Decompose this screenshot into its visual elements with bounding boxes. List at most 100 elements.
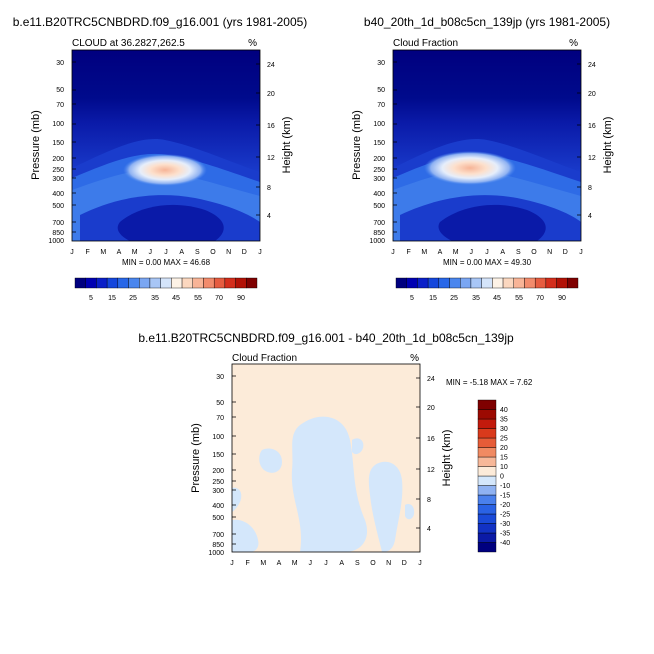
colorbar-label: 25: [450, 295, 458, 302]
y-right-tick-label: 12: [267, 155, 275, 162]
x-tick-label: D: [242, 249, 247, 256]
colorbar-swatch: [395, 277, 407, 289]
colorbar-swatch: [203, 277, 215, 289]
colorbar-label: 25: [129, 295, 137, 302]
y-tick-label: 50: [56, 87, 64, 94]
colorbar-label: 15: [500, 455, 508, 462]
panel-right-label: %: [248, 38, 257, 49]
x-tick-label: J: [258, 249, 262, 256]
colorbar-swatch: [477, 399, 497, 410]
colorbar-label: 30: [500, 426, 508, 433]
x-tick-label: M: [292, 560, 298, 567]
panel-left-label: CLOUD at 36.2827,262.5: [72, 38, 185, 49]
colorbar-swatch: [181, 277, 193, 289]
x-tick-label: M: [260, 560, 266, 567]
colorbar-swatch: [477, 409, 497, 420]
colorbar-swatch: [139, 277, 151, 289]
y-tick-label: 100: [212, 434, 224, 441]
x-tick-label: S: [195, 249, 200, 256]
x-tick-label: F: [407, 249, 411, 256]
y-tick-label: 500: [373, 203, 385, 210]
y-right-tick-label: 24: [588, 62, 596, 69]
y-tick-label: 850: [373, 230, 385, 237]
colorbar-swatch: [406, 277, 418, 289]
x-tick-label: D: [563, 249, 568, 256]
x-tick-label: J: [70, 249, 74, 256]
y-tick-label: 850: [212, 542, 224, 549]
colorbar-label: -25: [500, 512, 510, 519]
y-tick-label: 200: [52, 156, 64, 163]
colorbar-label: 20: [500, 445, 508, 452]
y-axis-right: Height (km) 24 20 16 12 8 4: [256, 62, 293, 220]
y-axis-left: Pressure (mb) 30 50 70 100 150 200 250 3…: [351, 60, 397, 245]
y-tick-label: 1000: [208, 550, 224, 557]
x-tick-label: J: [391, 249, 395, 256]
colorbar-swatch: [477, 532, 497, 543]
x-tick-label: J: [579, 249, 583, 256]
x-tick-label: N: [386, 560, 391, 567]
y-right-tick-label: 4: [267, 213, 271, 220]
x-tick-label: N: [226, 249, 231, 256]
colorbar-label: 5: [410, 295, 414, 302]
y-tick-label: 400: [52, 191, 64, 198]
colorbar-swatch: [524, 277, 536, 289]
y-tick-label: 100: [373, 121, 385, 128]
x-tick-label: J: [309, 560, 313, 567]
y-axis-left: Pressure (mb) 30 50 70 100 150 200 250 3…: [30, 60, 76, 245]
colorbar-swatch: [460, 277, 472, 289]
x-tick-label: S: [516, 249, 521, 256]
y-tick-label: 700: [373, 220, 385, 227]
colorbar-label: 90: [558, 295, 566, 302]
x-tick-label: J: [418, 560, 422, 567]
min-max-stats: MIN = 0.00 MAX = 49.30: [443, 258, 532, 267]
colorbar-swatches: [395, 277, 579, 289]
x-tick-label: J: [230, 560, 234, 567]
colorbar-label: 10: [500, 464, 508, 471]
colorbar-swatch: [477, 523, 497, 534]
y-tick-label: 200: [373, 156, 385, 163]
contour-field: [71, 49, 261, 242]
colorbar-label: 55: [194, 295, 202, 302]
y-right-tick-label: 16: [588, 123, 596, 130]
x-tick-label: J: [149, 249, 153, 256]
colorbar-swatch: [96, 277, 108, 289]
panel-1: b.e11.B20TRC5CNBDRD.f09_g16.001 (yrs 198…: [13, 15, 308, 302]
colorbar: 5 15 25 35 45 55 70 90: [74, 277, 258, 302]
x-tick-label: J: [164, 249, 168, 256]
colorbar-label: -20: [500, 502, 510, 509]
y-tick-label: 400: [212, 503, 224, 510]
panel-title: b.e11.B20TRC5CNBDRD.f09_g16.001 (yrs 198…: [13, 15, 308, 29]
colorbar-label: 70: [536, 295, 544, 302]
x-tick-label: D: [402, 560, 407, 567]
x-tick-label: S: [355, 560, 360, 567]
y-tick-label: 300: [373, 176, 385, 183]
x-tick-label: A: [500, 249, 505, 256]
y-tick-label: 500: [52, 203, 64, 210]
y-tick-label: 70: [56, 102, 64, 109]
x-tick-label: J: [324, 560, 328, 567]
y-right-tick-label: 4: [588, 213, 592, 220]
panel-left-label: Cloud Fraction: [232, 353, 297, 364]
colorbar-label: 35: [151, 295, 159, 302]
colorbar-swatch: [481, 277, 493, 289]
x-tick-label: M: [421, 249, 427, 256]
y-right-tick-label: 20: [267, 91, 275, 98]
colorbar-swatch: [235, 277, 247, 289]
panel-right-label: %: [410, 353, 419, 364]
colorbar-swatch: [477, 418, 497, 429]
min-max-stats: MIN = -5.18 MAX = 7.62: [446, 378, 533, 387]
x-tick-label: M: [453, 249, 459, 256]
colorbar-swatch: [477, 475, 497, 486]
y-axis-right: Height (km) 24 20 16 12 8 4: [577, 62, 614, 220]
colorbar-swatch: [502, 277, 514, 289]
colorbar-label: -30: [500, 521, 510, 528]
colorbar-label: 90: [237, 295, 245, 302]
y-right-tick-label: 24: [427, 376, 435, 383]
y-right-tick-label: 4: [427, 526, 431, 533]
x-tick-label: J: [470, 249, 474, 256]
colorbar-swatch: [534, 277, 547, 289]
min-max-stats: MIN = 0.00 MAX = 46.68: [122, 258, 211, 267]
x-tick-label: A: [438, 249, 443, 256]
y-right-tick-label: 8: [267, 185, 271, 192]
